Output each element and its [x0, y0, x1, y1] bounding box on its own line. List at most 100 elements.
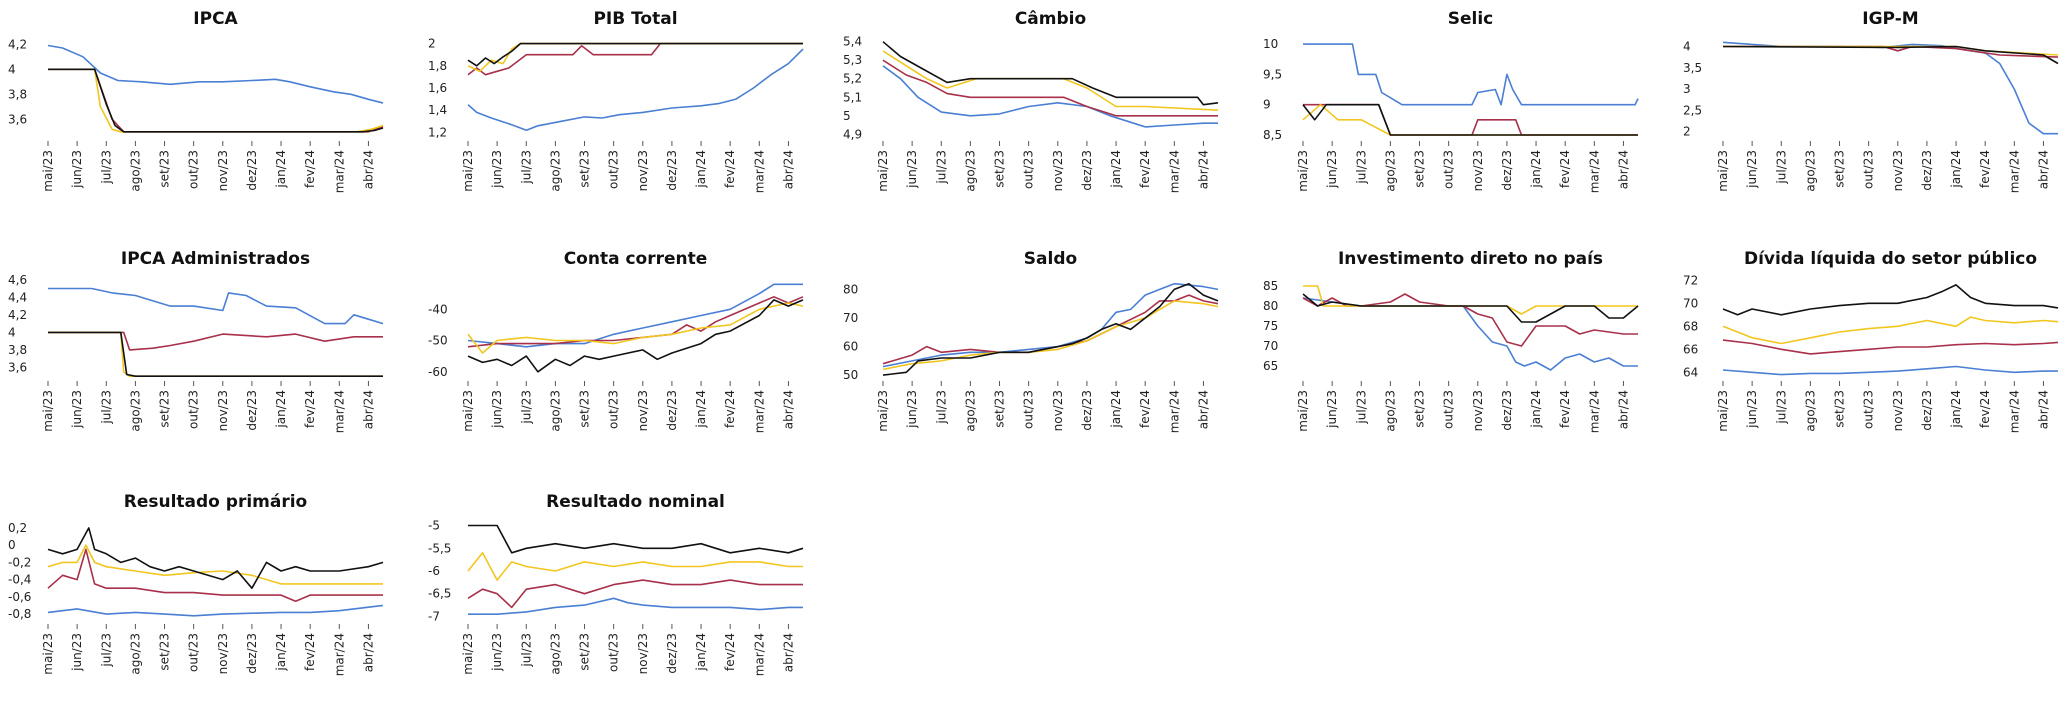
y-tick-label: 70 [1263, 339, 1278, 353]
x-tick-label: nov/23 [636, 150, 650, 191]
y-tick-label: 3 [1683, 82, 1691, 96]
x-tick-label: jan/24 [274, 390, 288, 429]
x-tick-label: ago/23 [548, 390, 562, 432]
y-tick-label: 9,5 [1263, 67, 1282, 81]
x-tick-label: abr/24 [361, 633, 375, 672]
series-line-black [1722, 284, 2059, 316]
x-tick-label: ago/23 [963, 150, 977, 192]
x-tick-label: jun/23 [1325, 150, 1339, 189]
x-tick-label: ago/23 [1383, 150, 1397, 192]
series-line-red [1302, 293, 1638, 347]
x-tick-label: ago/23 [963, 390, 977, 432]
x-tick-label: dez/23 [1500, 150, 1514, 191]
x-tick-label: mai/23 [1296, 390, 1310, 432]
chart-title: Resultado primário [124, 492, 308, 512]
chart-panel-selic: Selic 10 9,5 9 8,5 mai/23 jun/23 jul/23 ago/23 se… [1255, 0, 1650, 233]
x-tick-label: fev/24 [303, 150, 317, 188]
series-line-red [882, 59, 1218, 117]
y-tick-label: 1,4 [428, 103, 447, 117]
x-tick-label: mar/24 [752, 150, 766, 193]
x-tick-label: out/23 [1022, 390, 1036, 429]
series-line-yellow [1302, 103, 1638, 136]
x-tick-label: mai/23 [41, 390, 55, 432]
y-tick-label: 4,2 [8, 37, 27, 51]
x-tick-label: mai/23 [461, 150, 475, 192]
x-tick-label: jun/23 [70, 150, 84, 189]
series-line-yellow [467, 552, 803, 581]
x-tick-label: set/23 [578, 633, 592, 671]
x-tick-label: mar/24 [2007, 390, 2021, 433]
series-line-blue [468, 597, 803, 615]
y-tick-label: 5,3 [843, 53, 862, 67]
y-tick-label: 80 [843, 282, 858, 296]
y-tick-label: 3,5 [1683, 61, 1702, 75]
x-tick-label: dez/23 [665, 633, 679, 674]
x-tick-label: mar/24 [332, 150, 346, 193]
series-line-black [882, 41, 1219, 106]
y-tick-label: -6,5 [428, 587, 451, 601]
x-tick-label: fev/24 [1978, 150, 1992, 188]
y-tick-label: 2 [428, 37, 436, 51]
y-tick-label: 4,4 [8, 290, 27, 304]
x-tick-label: set/23 [993, 150, 1007, 188]
y-tick-label: 0 [8, 538, 16, 552]
x-tick-label: out/23 [187, 633, 201, 672]
chart-svg-pib-total: PIB Total 2 1,8 1,6 1,4 1,2 mai/23 jun/23 jul/23… [428, 9, 804, 193]
x-tick-label: abr/24 [781, 633, 795, 672]
y-tick-label: 4 [8, 325, 16, 339]
series-line-red [47, 548, 383, 602]
y-tick-label: -5 [428, 519, 440, 533]
y-tick-label: 4,9 [843, 127, 862, 141]
x-tick-label: mar/24 [1167, 390, 1181, 433]
series-line-black [882, 282, 1219, 376]
x-tick-label: set/23 [993, 390, 1007, 428]
y-tick-label: 5,4 [843, 35, 862, 49]
x-tick-label: mar/24 [332, 633, 346, 676]
y-tick-label: 4,6 [8, 273, 27, 287]
chart-svg-divida-liquida-do-setor-publico: Dívida líquida do setor público 72 70 68 66 6… [1683, 249, 2059, 433]
y-tick-label: 3,6 [8, 112, 27, 126]
y-tick-label: 4,2 [8, 308, 27, 322]
x-tick-label: mai/23 [876, 150, 890, 192]
y-tick-label: 5,1 [843, 90, 862, 104]
x-tick-label: jul/23 [934, 390, 948, 425]
chart-title: Conta corrente [564, 249, 708, 269]
x-tick-label: dez/23 [1080, 150, 1094, 191]
series-line-black [1302, 103, 1638, 136]
x-tick-label: jul/23 [99, 633, 113, 668]
y-tick-label: 72 [1683, 273, 1698, 287]
y-tick-label: 8,5 [1263, 128, 1282, 142]
x-tick-label: fev/24 [1978, 390, 1992, 428]
x-tick-label: set/23 [578, 150, 592, 188]
series-line-yellow [48, 331, 383, 377]
x-tick-label: abr/24 [361, 150, 375, 189]
y-tick-label: 66 [1683, 342, 1698, 356]
chart-panel-saldo: Saldo 80 70 60 50 mai/23 jun/23 jul/23 ago/23 set… [835, 240, 1230, 473]
x-tick-label: nov/23 [636, 633, 650, 674]
chart-grid: IPCA 4,2 4 3,8 3,6 mai/23 jun/23 jul/23 ago/23 se… [8, 0, 2067, 676]
series-line-yellow [48, 68, 384, 133]
x-tick-label: fev/24 [723, 150, 737, 188]
y-tick-label: 65 [1263, 359, 1278, 373]
x-tick-label: out/23 [1862, 390, 1876, 429]
y-tick-label: 60 [843, 340, 858, 354]
y-tick-label: -40 [428, 302, 448, 316]
x-tick-label: mai/23 [876, 390, 890, 432]
series-line-black [467, 42, 803, 67]
x-tick-label: abr/24 [1196, 390, 1210, 429]
chart-panel-igp-m: IGP-M 4 3,5 3 2,5 2 mai/23 jun/23 jul/23 ago/23 se… [1675, 0, 2067, 233]
y-tick-label: 80 [1263, 299, 1278, 313]
x-tick-label: jul/23 [1774, 150, 1788, 185]
y-tick-label: 70 [843, 311, 858, 325]
y-tick-label: -7 [428, 609, 440, 623]
series-line-black [48, 331, 383, 377]
x-tick-label: jan/24 [1529, 390, 1543, 429]
chart-title: Investimento direto no país [1338, 249, 1603, 269]
chart-panel-resultado-nominal: Resultado nominal -5 -5,5 -6 -6,5 -7 mai/23 jun… [420, 483, 815, 716]
x-tick-label: jan/24 [1949, 390, 1963, 429]
y-tick-label: 3,6 [8, 360, 27, 374]
x-tick-label: out/23 [1442, 390, 1456, 429]
x-tick-label: nov/23 [1051, 390, 1065, 431]
x-tick-label: jan/24 [1109, 150, 1123, 189]
x-tick-label: mai/23 [461, 390, 475, 432]
